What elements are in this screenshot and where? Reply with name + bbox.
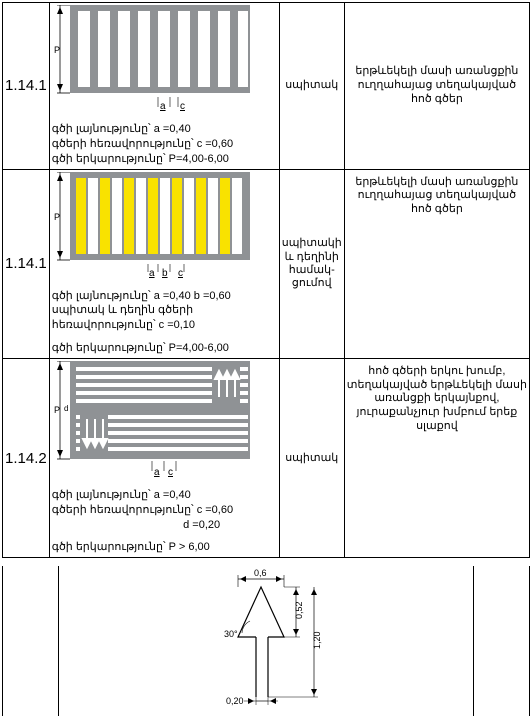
table-row: 1.14.1 xyxy=(3,3,530,170)
params-block: գծի լայնությունը՝ a =0,40 գծերի հեռավորո… xyxy=(52,122,277,167)
param-line: գծի լայնությունը՝ a =0,40 b =0,60 xyxy=(52,289,277,304)
param-line: գծի լայնությունը՝ a =0,40 xyxy=(52,122,277,137)
color-label: սպիտակ xyxy=(285,79,338,91)
dim-r2: 1,20 xyxy=(312,632,322,650)
svg-text:c: c xyxy=(178,268,183,279)
diagram-cell: P d a c գծի լայնությունը՝ a =0,40 գծերի … xyxy=(49,358,279,557)
table-row: 1.14.1 xyxy=(3,169,530,358)
color-cell: սպիտակ xyxy=(279,358,344,557)
num-text: 1.14.2 xyxy=(5,450,47,467)
detail-table: 0,6 0,52 1,20 30° xyxy=(2,566,530,716)
color-label: սպիտակ xyxy=(285,452,338,464)
color-cell: սպիտակի և դեղինի համակ- ցումով xyxy=(279,169,344,358)
dim-r1: 0,52 xyxy=(294,602,304,620)
svg-text:c: c xyxy=(180,101,185,112)
crosswalk-white-diagram: P a c xyxy=(52,5,252,115)
svg-text:c: c xyxy=(168,467,173,478)
svg-text:d: d xyxy=(64,404,68,413)
dim-angle: 30° xyxy=(224,629,238,639)
crosswalk-arrows-diagram: P d a c xyxy=(52,361,252,481)
dim-base: 0,20 xyxy=(226,696,244,706)
svg-text:a: a xyxy=(149,268,155,279)
svg-text:P: P xyxy=(54,45,60,55)
param-line: գծի երկարությունը՝ P=4,00-6,00 xyxy=(52,341,277,356)
arrow-profile-diagram: 0,6 0,52 1,20 30° xyxy=(156,567,376,707)
param-line: գծի երկարությունը՝ P=4,00-6,00 xyxy=(52,152,277,167)
params-block: գծի լայնությունը՝ a =0,40 b =0,60 սպիտակ… xyxy=(52,289,277,356)
detail-side-right xyxy=(474,566,530,716)
param-line: d =0,20 xyxy=(52,518,277,533)
param-line: գծի լայնությունը՝ a =0,40 xyxy=(52,488,277,503)
dim-top: 0,6 xyxy=(254,568,267,578)
svg-text:P: P xyxy=(54,405,60,415)
svg-text:a: a xyxy=(160,101,166,112)
desc-cell: երթևեկելի մասի առանցքին ուղղահայաց տեղակ… xyxy=(344,3,529,170)
row-number: 1.14.1 xyxy=(3,169,50,358)
svg-text:b: b xyxy=(162,268,168,279)
diagram-cell: P a c գծի լայնությունը՝ a =0,40 գծերի հե… xyxy=(49,3,279,170)
svg-text:P: P xyxy=(54,212,60,222)
num-text: 1.14.1 xyxy=(5,255,47,272)
table-row: 1.14.2 xyxy=(3,358,530,557)
param-line: սպիտակ և դեղին գծերի հեռավորությունը՝ c … xyxy=(52,303,277,333)
params-block: գծի լայնությունը՝ a =0,40 գծերի հեռավորո… xyxy=(52,488,277,555)
diagram-cell: P a b c գծի լայնությունը՝ a =0,40 b =0,6… xyxy=(49,169,279,358)
svg-text:a: a xyxy=(154,467,160,478)
spec-table: 1.14.1 xyxy=(2,2,530,558)
param-line: գծերի հեռավորությունը՝ c =0,60 xyxy=(52,137,277,152)
desc-cell: հոծ գծերի երկու խումբ, տեղակայված երթևեկ… xyxy=(344,358,529,557)
param-line: գծերի հեռավորությունը՝ c =0,60 xyxy=(52,503,277,518)
color-label: սպիտակի և դեղինի համակ- ցումով xyxy=(282,237,342,289)
row-number: 1.14.2 xyxy=(3,358,50,557)
desc-cell: երթևեկելի մասի առանցքին ուղղահայաց տեղակ… xyxy=(344,169,529,358)
row-number: 1.14.1 xyxy=(3,3,50,170)
crosswalk-white-yellow-diagram: P a b c xyxy=(52,172,252,282)
param-line: գծի երկարությունը՝ P > 6,00 xyxy=(52,540,277,555)
desc-text: հոծ գծերի երկու խումբ, տեղակայված երթևեկ… xyxy=(347,365,527,432)
color-cell: սպիտակ xyxy=(279,3,344,170)
desc-text: երթևեկելի մասի առանցքին ուղղահայաց տեղակ… xyxy=(355,65,518,105)
detail-side-left xyxy=(3,566,59,716)
num-text: 1.14.1 xyxy=(5,77,47,94)
detail-center: 0,6 0,52 1,20 30° xyxy=(59,566,474,716)
desc-text: երթևեկելի մասի առանցքին ուղղահայաց տեղակ… xyxy=(355,176,518,216)
